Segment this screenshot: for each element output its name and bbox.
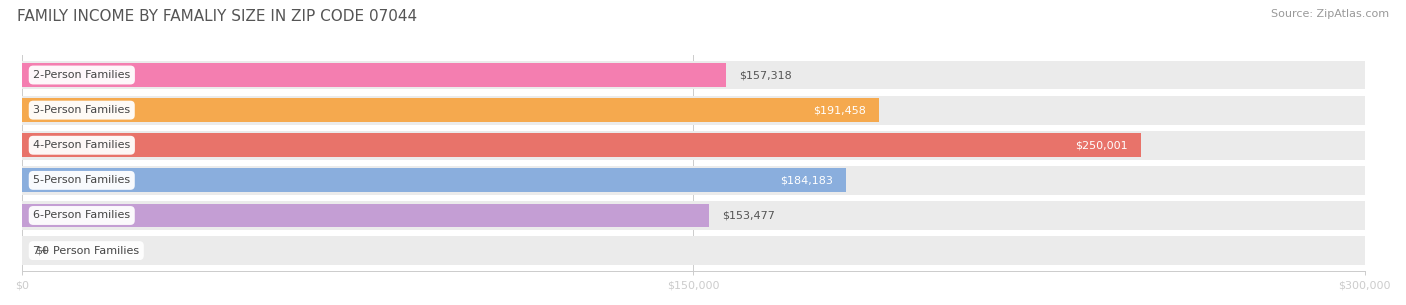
Bar <box>22 96 1365 124</box>
Text: $184,183: $184,183 <box>780 175 832 185</box>
Text: 3-Person Families: 3-Person Families <box>34 105 131 115</box>
Bar <box>22 168 846 192</box>
Text: $191,458: $191,458 <box>813 105 866 115</box>
Text: 5-Person Families: 5-Person Families <box>34 175 131 185</box>
Bar <box>22 131 1365 160</box>
Bar <box>22 166 1365 195</box>
Bar <box>22 201 1365 230</box>
Text: $250,001: $250,001 <box>1076 140 1128 150</box>
Text: $153,477: $153,477 <box>723 210 775 221</box>
Bar <box>22 203 709 228</box>
Text: FAMILY INCOME BY FAMALIY SIZE IN ZIP CODE 07044: FAMILY INCOME BY FAMALIY SIZE IN ZIP COD… <box>17 9 418 24</box>
Bar <box>22 63 725 87</box>
Text: 7+ Person Families: 7+ Person Families <box>34 246 139 256</box>
Bar <box>22 98 879 122</box>
Text: 2-Person Families: 2-Person Families <box>34 70 131 80</box>
Bar <box>22 236 1365 265</box>
Text: 4-Person Families: 4-Person Families <box>34 140 131 150</box>
Text: 6-Person Families: 6-Person Families <box>34 210 131 221</box>
Text: $0: $0 <box>35 246 49 256</box>
Text: Source: ZipAtlas.com: Source: ZipAtlas.com <box>1271 9 1389 19</box>
Bar <box>22 133 1140 157</box>
Text: $157,318: $157,318 <box>740 70 793 80</box>
Bar <box>22 61 1365 89</box>
